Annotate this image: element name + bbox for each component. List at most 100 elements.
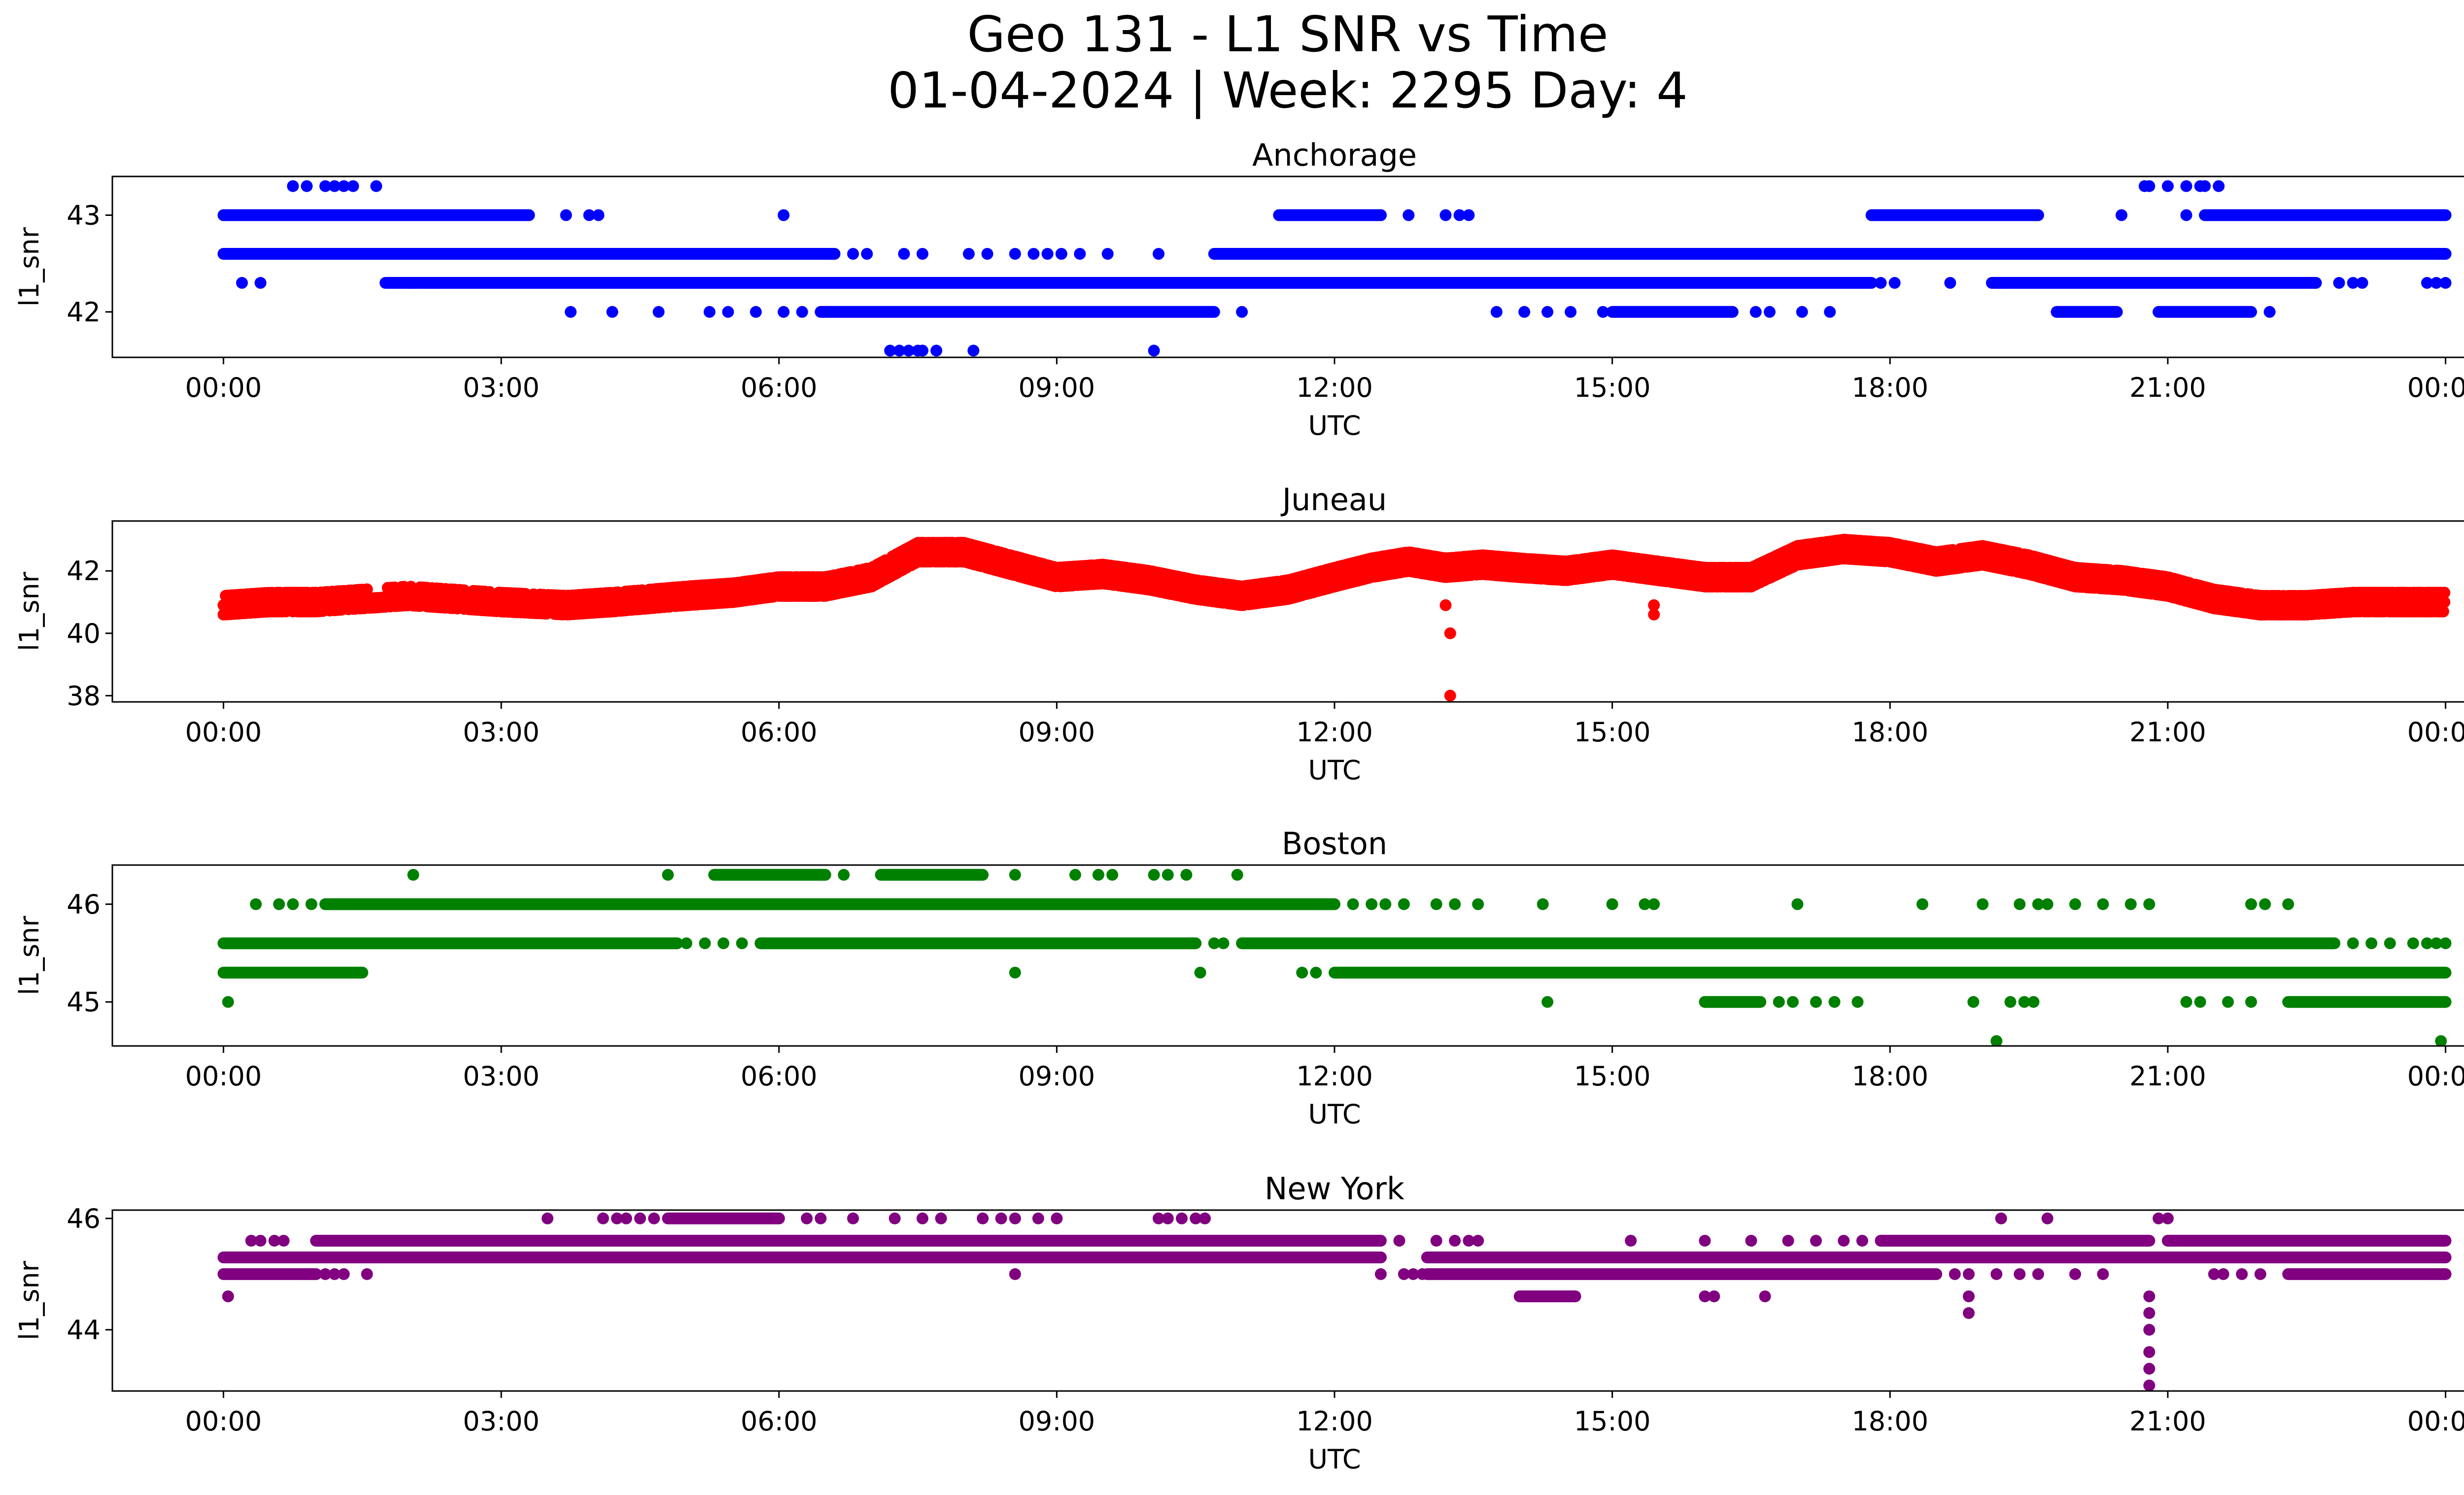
data-point — [898, 248, 910, 260]
data-point — [2430, 277, 2442, 289]
data-point — [287, 180, 299, 192]
data-point — [2439, 277, 2452, 289]
data-point — [884, 345, 896, 357]
data-point — [592, 209, 605, 221]
data-point — [981, 248, 993, 260]
data-point — [483, 586, 496, 598]
data-points — [217, 180, 2452, 357]
data-point — [962, 248, 975, 260]
data-point — [2421, 277, 2433, 289]
data-point — [338, 180, 350, 192]
data-point — [2213, 180, 2225, 192]
subplot-title: Anchorage — [1252, 137, 1417, 173]
data-point — [902, 345, 915, 357]
data-point — [560, 209, 572, 221]
data-points — [217, 534, 2451, 702]
data-point — [1403, 209, 1415, 221]
data-point — [1764, 306, 1776, 318]
data-point-run — [379, 277, 1878, 289]
data-point-run — [1865, 209, 2044, 221]
data-point — [1875, 277, 1887, 289]
data-point-run — [2153, 306, 2257, 318]
data-point-run — [1606, 306, 1739, 318]
data-point — [1074, 248, 1086, 260]
data-point — [2180, 180, 2192, 192]
x-tick-label: 09:00 — [1019, 372, 1095, 403]
data-point — [1374, 209, 1387, 221]
data-point — [361, 583, 373, 595]
y-tick-label: 42 — [67, 297, 101, 328]
x-tick-label: 00:00 — [185, 372, 262, 403]
data-point — [2333, 277, 2345, 289]
data-point-run — [1208, 248, 2452, 260]
data-point — [778, 209, 790, 221]
x-tick-label: 00:00 — [2407, 372, 2464, 403]
data-point — [370, 180, 382, 192]
data-point — [861, 248, 873, 260]
data-point — [2161, 180, 2174, 192]
data-point — [2199, 180, 2211, 192]
data-point — [1597, 306, 1609, 318]
y-axis-label: l1_snr — [14, 227, 45, 307]
data-point — [1041, 248, 1054, 260]
data-point — [1453, 209, 1466, 221]
data-point — [967, 345, 980, 357]
axes-frame — [111, 175, 2464, 358]
data-point — [1565, 306, 1577, 318]
data-point — [583, 209, 595, 221]
data-point — [403, 277, 415, 289]
data-point — [1490, 306, 1503, 318]
data-point — [778, 306, 790, 318]
data-point-run — [815, 306, 1220, 318]
data-point — [1888, 277, 1901, 289]
data-point — [458, 584, 470, 596]
data-point — [301, 180, 313, 192]
data-point — [1055, 248, 1067, 260]
data-point — [1749, 306, 1762, 318]
x-axis-label: UTC — [1308, 410, 1361, 441]
data-point — [796, 306, 808, 318]
data-point — [2143, 180, 2156, 192]
data-point — [1518, 306, 1531, 318]
data-point — [750, 306, 762, 318]
data-point — [1439, 209, 1452, 221]
data-point — [236, 277, 248, 289]
data-point — [1148, 345, 1160, 357]
y-tick-label: 43 — [67, 200, 101, 231]
data-point — [1027, 248, 1040, 260]
data-point — [1101, 248, 1114, 260]
data-point — [916, 248, 928, 260]
data-point — [2347, 277, 2359, 289]
data-point — [1944, 277, 1956, 289]
data-point — [319, 180, 332, 192]
x-tick-label: 06:00 — [741, 372, 818, 403]
data-point-run — [217, 209, 535, 221]
data-point — [2282, 209, 2294, 221]
data-point — [916, 345, 928, 357]
data-point — [893, 345, 905, 357]
data-point-run — [217, 248, 841, 260]
figure-title-line1: Geo 131 - L1 SNR vs Time — [967, 5, 1608, 63]
data-point — [1796, 306, 1808, 318]
data-point-run — [1985, 277, 2322, 289]
data-point-run — [2199, 209, 2452, 221]
data-point — [379, 591, 392, 603]
data-point — [847, 248, 859, 260]
subplot-title: Juneau — [1280, 482, 1387, 518]
data-point — [426, 277, 438, 289]
data-point — [2116, 209, 2127, 221]
figure-title-line2: 01-04-2024 | Week: 2295 Day: 4 — [888, 62, 1687, 119]
data-point — [347, 180, 359, 192]
data-point — [2180, 209, 2192, 221]
data-point — [2356, 277, 2368, 289]
data-point — [565, 306, 577, 318]
x-tick-label: 15:00 — [1574, 372, 1651, 403]
data-point — [703, 306, 716, 318]
data-point — [722, 306, 734, 318]
x-tick-label: 21:00 — [2129, 372, 2206, 403]
data-point — [1236, 306, 1248, 318]
x-tick-label: 18:00 — [1851, 372, 1928, 403]
